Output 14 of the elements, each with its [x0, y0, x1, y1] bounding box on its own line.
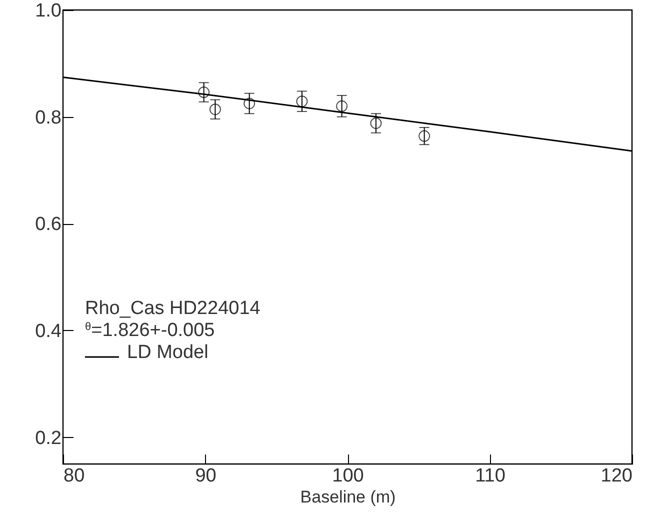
x-tick-label: 110 — [475, 466, 506, 486]
y-tick-label: 0.4 — [35, 320, 62, 342]
text: Rho_Cas HD224014 — [85, 298, 260, 319]
x-axis-title: Baseline (m) — [300, 488, 396, 506]
annotation: $^{θ}$=1.826+-0.005 — [85, 320, 215, 341]
y-tick-label: 0.6 — [35, 214, 62, 236]
x-tick-label: 100 — [332, 466, 364, 486]
x-tick-label: 120 — [600, 466, 632, 486]
y-tick-label: 1.0 — [35, 0, 62, 22]
y-tick-label: 0.2 — [35, 428, 62, 449]
x-tick-label: 90 — [195, 466, 216, 486]
x-tick-label: 80 — [64, 466, 85, 486]
legend-label: LD Model — [127, 342, 208, 363]
y-tick-label: 0.8 — [35, 107, 62, 128]
